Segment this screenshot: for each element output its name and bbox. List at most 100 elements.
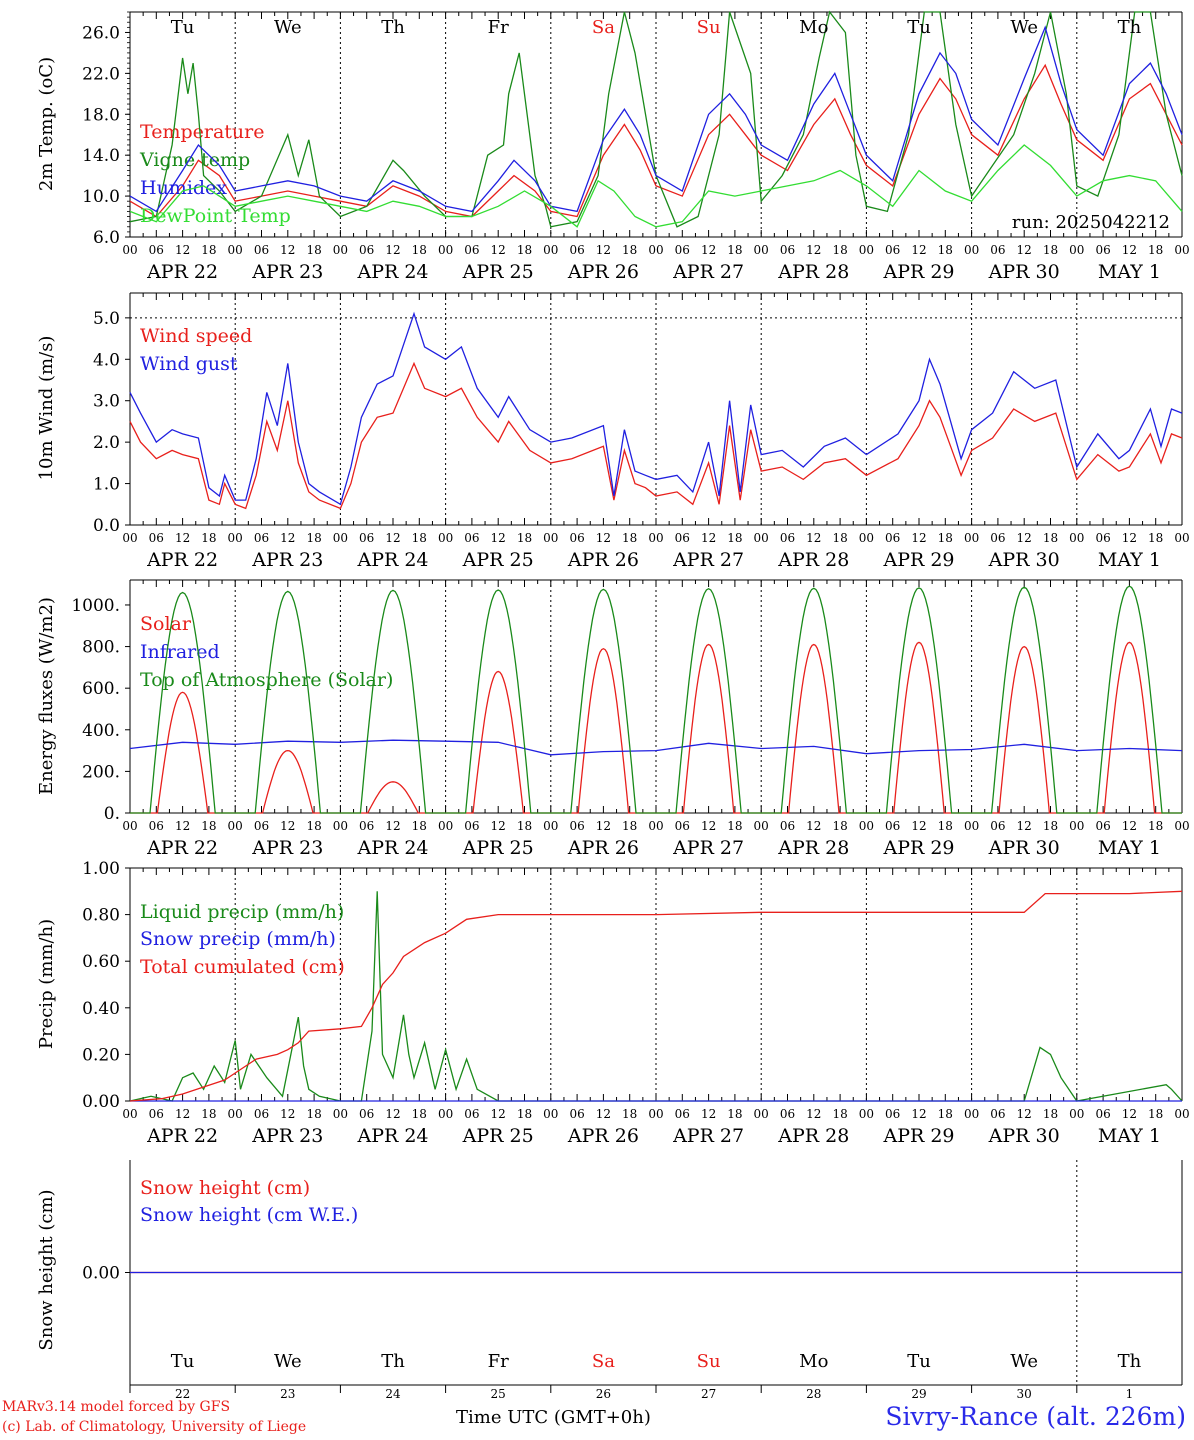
- y-tick-label: 1.00: [82, 859, 120, 879]
- hour-tick-label: 18: [938, 531, 953, 545]
- hour-tick-label: 06: [254, 531, 269, 545]
- hour-tick-label: 12: [280, 819, 295, 833]
- y-tick-label: 800.: [82, 638, 120, 658]
- hour-tick-label: 00: [1069, 819, 1084, 833]
- hour-tick-label: 12: [701, 531, 716, 545]
- weekday-label: Th: [1118, 17, 1142, 38]
- hour-tick-label: 18: [832, 243, 847, 257]
- date-label: APR 30: [988, 261, 1060, 283]
- hour-tick-label: 18: [727, 243, 742, 257]
- y-axis-label: Precip (mm/h): [36, 919, 57, 1049]
- date-label: APR 29: [882, 1125, 954, 1147]
- y-tick-label: 0.60: [82, 952, 120, 972]
- hour-tick-label: 18: [938, 243, 953, 257]
- y-tick-label: 1000.: [71, 596, 120, 616]
- station-name: Sivry-Rance (alt. 226m): [885, 1402, 1186, 1431]
- weekday-label: Fr: [488, 17, 509, 38]
- hour-tick-label: 12: [806, 531, 821, 545]
- date-label: APR 23: [251, 549, 323, 571]
- hour-tick-label: 18: [622, 531, 637, 545]
- hour-tick-label: 06: [464, 243, 479, 257]
- series-line-solar: [130, 641, 1182, 814]
- hour-tick-label: 00: [964, 243, 979, 257]
- hour-tick-label: 06: [675, 819, 690, 833]
- hour-tick-label: 00: [122, 819, 137, 833]
- hour-tick-label: 00: [122, 1107, 137, 1121]
- weekday-label: Sa: [592, 17, 615, 38]
- date-label: APR 28: [777, 549, 849, 571]
- date-label: APR 24: [356, 261, 428, 283]
- hour-tick-label: 18: [201, 531, 216, 545]
- legend-entry: Snow height (cm W.E.): [140, 1204, 358, 1226]
- hour-tick-label: 18: [412, 1107, 427, 1121]
- date-label: APR 30: [988, 837, 1060, 859]
- series-line-top-of-atmosphere-solar-: [130, 585, 1182, 814]
- hour-tick-label: 18: [201, 1107, 216, 1121]
- date-label: APR 28: [777, 1125, 849, 1147]
- hour-tick-label: 00: [438, 531, 453, 545]
- weekday-label: Fr: [488, 1351, 509, 1372]
- weekday-label: Tu: [171, 17, 195, 38]
- hour-tick-label: 12: [806, 243, 821, 257]
- hour-tick-label: 06: [254, 819, 269, 833]
- date-label: APR 26: [567, 261, 639, 283]
- hour-tick-label: 00: [859, 1107, 874, 1121]
- hour-tick-label: 12: [701, 819, 716, 833]
- hour-tick-label: 00: [754, 243, 769, 257]
- series-line-wind-gust: [129, 311, 1183, 506]
- hour-tick-label: 00: [228, 531, 243, 545]
- legend-entry: Solar: [140, 613, 192, 635]
- hour-tick-label: 00: [754, 531, 769, 545]
- hour-tick-label: 00: [1174, 1107, 1189, 1121]
- hour-tick-label: 12: [1122, 243, 1137, 257]
- hour-tick-label: 00: [964, 1107, 979, 1121]
- hour-tick-label: 18: [201, 819, 216, 833]
- weekday-label: Mo: [799, 1351, 828, 1372]
- hour-tick-label: 18: [1148, 243, 1163, 257]
- date-label: APR 25: [462, 261, 534, 283]
- date-label: MAY 1: [1098, 1125, 1161, 1147]
- weekday-label: We: [1010, 17, 1038, 38]
- hour-tick-label: 18: [517, 1107, 532, 1121]
- hour-tick-label: 06: [990, 531, 1005, 545]
- date-label: APR 26: [567, 1125, 639, 1147]
- legend-entry: Wind speed: [140, 325, 252, 347]
- y-tick-label: 200.: [82, 762, 120, 782]
- series-line-liquid-precip-mm-h-: [129, 891, 1183, 1102]
- legend-entry: Snow height (cm): [140, 1177, 310, 1199]
- hour-tick-label: 18: [622, 243, 637, 257]
- date-label: APR 27: [672, 1125, 744, 1147]
- y-tick-label: 26.0: [82, 23, 120, 43]
- date-label: MAY 1: [1098, 837, 1161, 859]
- hour-tick-label: 00: [438, 1107, 453, 1121]
- hour-tick-label: 12: [491, 243, 506, 257]
- day-number-label: 1: [1126, 1387, 1134, 1401]
- hour-tick-label: 12: [175, 1107, 190, 1121]
- hour-tick-label: 18: [938, 1107, 953, 1121]
- hour-tick-label: 12: [596, 531, 611, 545]
- hour-tick-label: 00: [438, 819, 453, 833]
- day-number-label: 29: [911, 1387, 926, 1401]
- hour-tick-label: 06: [780, 819, 795, 833]
- legend-entry: Vigne temp: [139, 149, 250, 171]
- y-tick-label: 0.00: [82, 1092, 120, 1112]
- hour-tick-label: 12: [280, 531, 295, 545]
- y-tick-label: 4.0: [93, 350, 120, 370]
- hour-tick-label: 06: [1095, 819, 1110, 833]
- hour-tick-label: 00: [754, 819, 769, 833]
- weekday-label: Su: [697, 1351, 721, 1372]
- hour-tick-label: 06: [359, 1107, 374, 1121]
- legend-entry: Wind gust: [140, 353, 238, 375]
- hour-tick-label: 12: [596, 243, 611, 257]
- hour-tick-label: 06: [569, 531, 584, 545]
- series-line-dewpoint-temp: [129, 144, 1183, 228]
- hour-tick-label: 12: [1017, 243, 1032, 257]
- weekday-label: Tu: [907, 17, 931, 38]
- date-label: APR 29: [882, 261, 954, 283]
- hour-tick-label: 00: [1069, 531, 1084, 545]
- day-number-label: 26: [596, 1387, 611, 1401]
- hour-tick-label: 18: [1148, 531, 1163, 545]
- hour-tick-label: 00: [648, 819, 663, 833]
- y-tick-label: 2.0: [93, 433, 120, 453]
- y-tick-label: 18.0: [82, 105, 120, 125]
